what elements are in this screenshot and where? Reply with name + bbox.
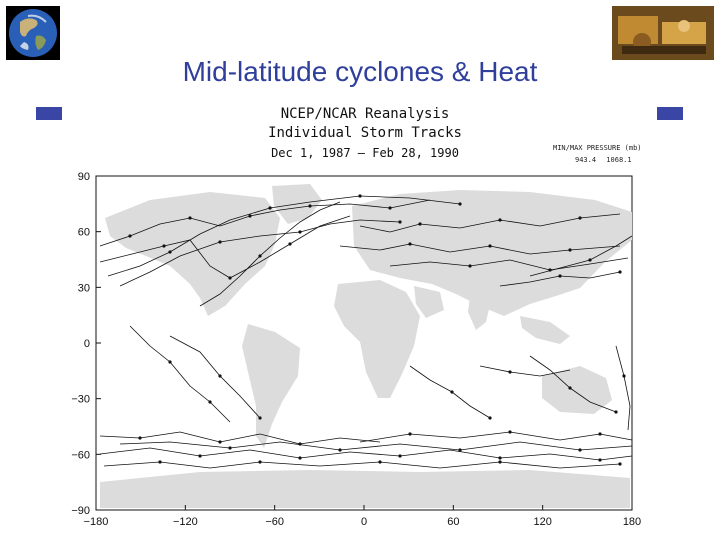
y-tick-label: −90: [71, 505, 90, 517]
y-tick-label: 90: [78, 171, 90, 183]
storm-track-map: −180 −120 −60 0 60 120 180 90 60 30 0 −30 −60 −90: [71, 171, 641, 528]
arabia: [414, 286, 444, 318]
pressure-max: 1068.1: [606, 156, 632, 164]
instrument-photo-icon: [612, 6, 714, 60]
figure-title: NCEP/NCAR Reanalysis: [280, 106, 450, 122]
antarctica: [100, 470, 630, 508]
australia: [542, 366, 612, 414]
x-tick-label: −120: [173, 516, 198, 528]
africa: [334, 280, 420, 398]
y-tick-label: −30: [71, 394, 90, 406]
pressure-legend-label: MIN/MAX PRESSURE (mb): [553, 144, 642, 152]
x-tick-label: 120: [533, 516, 551, 528]
x-axis: −180 −120 −60 0 60 120 180: [84, 505, 641, 528]
x-tick-label: −180: [84, 516, 109, 528]
y-tick-label: 60: [78, 227, 90, 239]
accent-bar-right: [657, 107, 683, 120]
south-america: [242, 324, 300, 448]
earth-globe-icon: [6, 6, 60, 60]
x-tick-label: 60: [447, 516, 459, 528]
figure-date-range: Dec 1, 1987 – Feb 28, 1990: [271, 146, 459, 160]
x-tick-label: 0: [361, 516, 367, 528]
storm-track-points: [128, 194, 626, 466]
north-america: [105, 192, 280, 316]
x-tick-label: −60: [265, 516, 284, 528]
figure-subtitle: Individual Storm Tracks: [268, 125, 462, 141]
southeast-asia: [520, 316, 570, 344]
pressure-legend-values: 943.4 1068.1: [575, 156, 632, 164]
india: [468, 296, 492, 330]
y-tick-label: −60: [71, 449, 90, 461]
y-tick-label: 0: [84, 338, 90, 350]
y-axis: 90 60 30 0 −30 −60 −90: [71, 171, 101, 517]
pressure-min: 943.4: [575, 156, 597, 164]
y-tick-label: 30: [78, 282, 90, 294]
slide-title: Mid-latitude cyclones & Heat: [182, 56, 538, 87]
accent-bar-left: [36, 107, 62, 120]
x-tick-label: 180: [623, 516, 641, 528]
